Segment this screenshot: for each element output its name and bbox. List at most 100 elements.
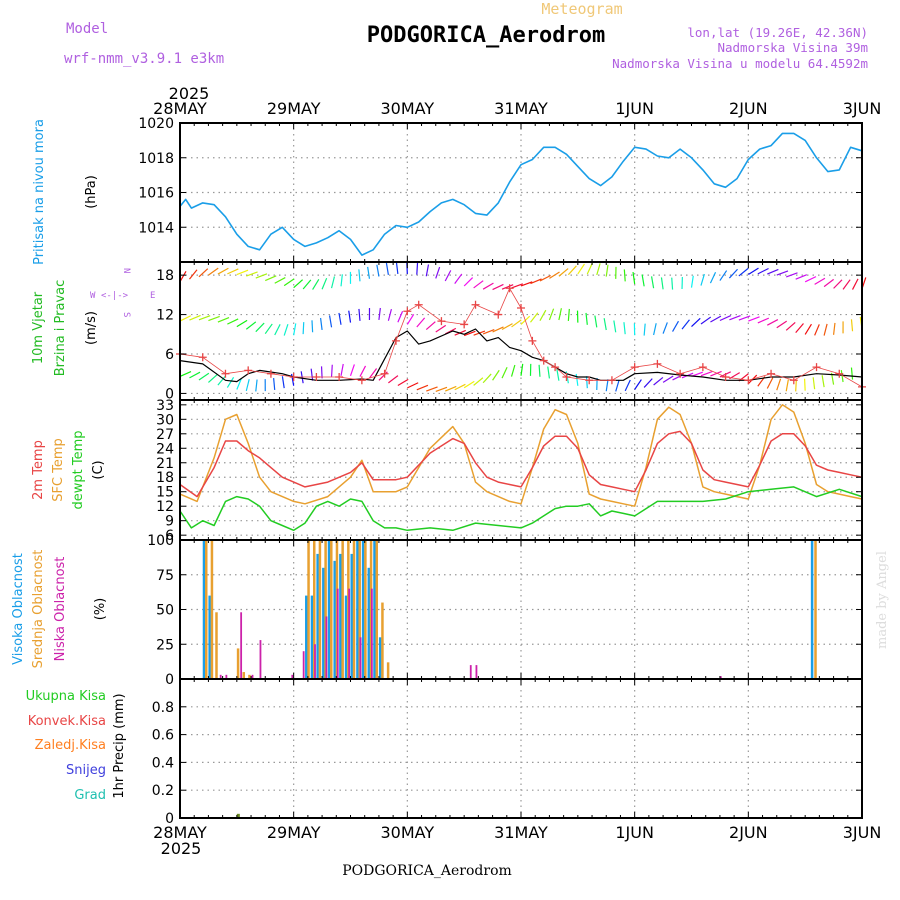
wind-arrow [328,315,333,328]
low-cloud-bar [291,674,294,679]
high-cloud-bar [361,540,365,679]
wind-arrow [650,276,655,289]
low-cloud-bar [719,676,722,679]
wind-arrow [671,277,674,290]
wind-arrow [850,367,854,380]
wind-label-1: 10m Vjetar [31,291,46,364]
precip-unit: 1hr Precip (mm) [112,693,127,798]
wind-arrow [804,276,817,283]
wind-arrow [710,315,722,323]
wind-arrow [842,279,851,290]
mid-cloud-bar [364,540,367,679]
y-tick-label: 12 [156,308,174,324]
wind-arrow [492,283,504,291]
y-tick-label: 0 [165,811,174,827]
mid-cloud-bar [341,540,344,679]
low-cloud-bar [370,588,373,679]
y-tick-label: 27 [156,427,174,443]
high-cloud-bar [305,595,308,679]
station-title: PODGORICA_Aerodrom [367,23,605,48]
wind-arrow [376,264,380,277]
wind-arrow [397,311,404,323]
high-cloud-bar [333,560,336,679]
y-tick-label: 0.2 [152,783,174,799]
wind-arrow [454,273,463,284]
high-cloud-bar [316,553,319,679]
wind-arrow [246,271,258,277]
panel-frame [179,399,863,541]
wind-arrow [359,365,367,377]
wind-arrow [217,267,229,275]
wind-arrow [719,315,732,322]
wind-arrow [662,322,668,334]
wind-arrow [416,317,426,328]
wind-arrow [501,284,514,290]
wind-arrow [634,379,642,390]
wind-arrow [338,312,342,325]
wind-arrow [577,263,585,275]
wind-arrow [558,268,569,277]
year-top: 2025 [169,84,210,103]
wind-arrow [265,275,277,282]
wind-arrow [549,271,560,279]
wind-arrow [511,283,524,289]
wind-arrow [529,312,539,323]
wind-arrow [585,312,588,325]
wind-arrow [425,264,430,277]
wind-arrow [208,267,219,276]
wind-arrow [236,269,249,276]
time-tick-label-top: 3JUN [843,99,882,118]
wind-arrow [662,375,674,383]
low-cloud-label: Niska Oblacnost [53,557,68,662]
mid-cloud-label: Srednja Oblacnost [31,550,46,669]
y-tick-label: 0.6 [152,728,174,744]
chart-subtitle: Meteogram [541,0,622,18]
year-bottom: 2025 [161,839,202,858]
high-cloud-bar [378,637,382,679]
wind-arrow [623,269,626,282]
wind-arrow [227,268,239,275]
wind-arrow [302,322,305,335]
wind-arrow [690,275,694,288]
low-cloud-bar [475,665,478,679]
temp-unit: (C) [91,460,106,479]
compass-legend-icon: W <-|-> E N S [90,268,155,317]
wind-arrow [312,279,320,290]
legend-zaledj-kisa: Zaledj.Kisa [35,738,106,753]
wind-arrow [821,375,825,388]
wind-arrow [520,363,524,376]
y-tick-label: 6 [165,347,174,363]
wind-arrow [728,268,738,279]
wind-arrow [189,269,198,280]
high-cloud-bar [810,540,814,679]
low-cloud-bar [225,674,228,679]
wind-arrow [814,277,826,285]
wind-arrow [349,364,355,376]
wind-arrow [530,278,542,285]
wind-arrow [435,386,448,393]
wind-arrow [643,378,653,388]
wind-arrow [767,268,779,275]
low-cloud-bar [469,665,472,679]
wind-arrow [236,319,248,328]
wind-arrow [348,310,352,323]
y-tick-label: 15 [156,485,174,501]
wind-arrow [435,324,447,333]
wind-arrow [274,324,281,336]
high-cloud-bar [310,595,314,679]
temp2m-label: 2m Temp [31,440,46,500]
y-tick-label: 0 [165,386,174,402]
sfc-temp-line [179,404,863,507]
y-tick-label: 1020 [138,116,174,132]
wind-arrow [567,265,577,276]
wind-arrow [785,321,796,331]
mid-cloud-bar [375,540,379,679]
y-tick-label: 1018 [138,151,174,167]
wind-arrow [245,379,250,392]
low-cloud-bar [219,674,222,679]
legend-snijeg: Snijeg [66,763,106,778]
wind-arrow [575,373,579,386]
wind-arrow [273,377,276,391]
footer-station: PODGORICA_Aerodrom [342,863,512,879]
